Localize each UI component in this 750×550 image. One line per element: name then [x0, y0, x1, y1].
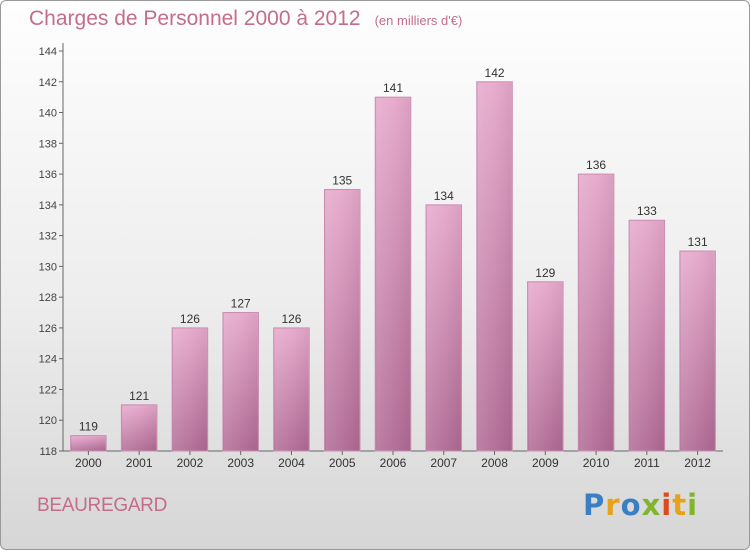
bar-shine	[376, 98, 410, 452]
chart-subtitle: (en milliers d'€)	[374, 13, 463, 28]
bar-shine	[274, 328, 309, 451]
data-label: 131	[688, 235, 708, 249]
x-tick-label: 2010	[583, 456, 610, 470]
data-label: 135	[332, 173, 352, 187]
proxiti-logo: Proxiti	[583, 488, 698, 522]
logo-letter: x	[641, 488, 662, 522]
bar-shine	[630, 221, 664, 451]
y-tick-label: 138	[39, 138, 57, 150]
data-label: 121	[129, 389, 149, 403]
data-label: 133	[637, 204, 657, 218]
chart-title: Charges de Personnel 2000 à 2012 (en mill…	[29, 7, 462, 31]
bar-shine	[325, 190, 359, 451]
bar-shine	[680, 252, 715, 451]
y-tick-label: 126	[39, 323, 57, 335]
x-tick-label: 2001	[126, 456, 153, 470]
x-tick-label: 2009	[532, 456, 559, 470]
bar-shine	[528, 282, 563, 451]
x-tick-label: 2007	[430, 456, 457, 470]
data-label: 141	[383, 81, 403, 95]
logo-letter: o	[620, 488, 642, 522]
y-tick-label: 140	[39, 108, 57, 120]
logo-letter: i	[687, 488, 699, 522]
x-tick-label: 2002	[177, 456, 204, 470]
y-tick-label: 132	[39, 231, 57, 243]
y-tick-label: 130	[39, 261, 57, 273]
bar-shine	[579, 175, 613, 452]
y-tick-label: 124	[39, 354, 57, 366]
y-tick-label: 128	[39, 292, 57, 304]
data-label: 119	[79, 420, 98, 434]
x-tick-label: 2006	[380, 456, 407, 470]
logo-letter: P	[583, 488, 606, 522]
data-label: 127	[231, 297, 251, 311]
x-tick-label: 2011	[634, 456, 660, 470]
x-tick-label: 2005	[329, 456, 356, 470]
logo-letter: r	[605, 488, 621, 522]
y-tick-label: 142	[39, 77, 57, 89]
y-tick-label: 120	[39, 415, 57, 427]
data-label: 126	[281, 312, 301, 326]
logo-letter: t	[672, 488, 688, 522]
y-tick-label: 118	[39, 446, 57, 458]
chart-title-text: Charges de Personnel 2000 à 2012	[29, 7, 361, 30]
x-tick-label: 2004	[278, 456, 305, 470]
data-label: 136	[586, 158, 606, 172]
y-tick-label: 122	[39, 384, 57, 396]
bar-shine	[122, 405, 156, 451]
bar-shine	[71, 436, 106, 451]
data-label: 142	[485, 66, 505, 80]
y-tick-label: 136	[39, 169, 57, 181]
location-label: BEAUREGARD	[37, 495, 168, 516]
bar-shine	[173, 328, 207, 451]
data-label: 126	[180, 312, 200, 326]
bar-shine	[427, 205, 461, 451]
bar-shine	[477, 82, 512, 452]
x-tick-label: 2012	[684, 456, 711, 470]
data-label: 134	[434, 189, 454, 203]
y-tick-label: 144	[39, 46, 57, 58]
x-tick-label: 2008	[481, 456, 508, 470]
logo-letter: i	[661, 488, 673, 522]
x-tick-label: 2003	[227, 456, 254, 470]
bar-shine	[223, 313, 258, 451]
data-label: 129	[535, 266, 555, 280]
x-tick-label: 2000	[75, 456, 102, 470]
y-tick-label: 134	[39, 200, 57, 212]
